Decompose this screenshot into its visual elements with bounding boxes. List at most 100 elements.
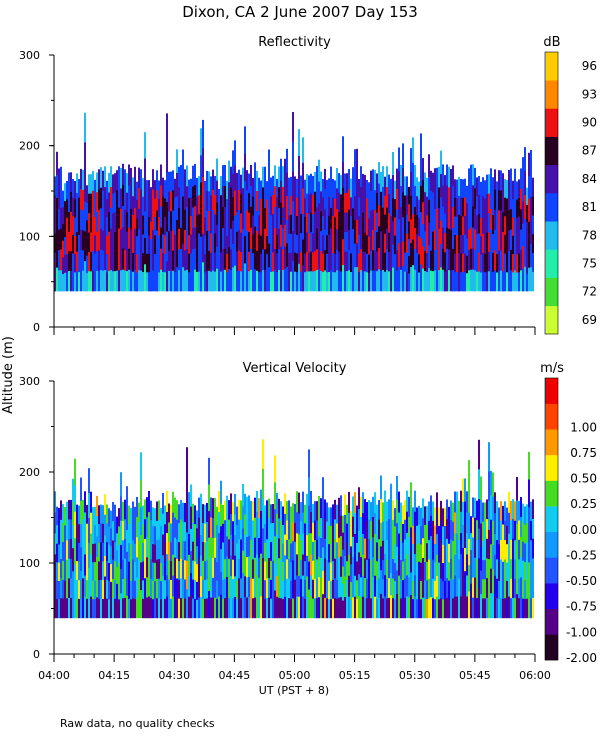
heatmap-cell — [486, 538, 488, 560]
heatmap-cell — [196, 599, 198, 619]
heatmap-cell — [480, 594, 482, 619]
heatmap-cell — [402, 542, 404, 562]
heatmap-cell — [378, 539, 380, 560]
heatmap-cell — [464, 548, 466, 572]
heatmap-cell — [146, 517, 148, 538]
heatmap-cell — [158, 598, 160, 619]
heatmap-cell — [138, 188, 140, 210]
heatmap-cell — [136, 199, 138, 219]
heatmap-cell — [156, 520, 158, 541]
heatmap-cell — [148, 575, 150, 598]
heatmap-cell — [200, 263, 202, 292]
heatmap-column — [508, 170, 510, 292]
heatmap-cell — [126, 231, 128, 253]
heatmap-cell — [106, 579, 108, 600]
heatmap-cell — [344, 271, 346, 292]
heatmap-column — [316, 501, 318, 619]
heatmap-cell — [512, 558, 514, 579]
heatmap-cell — [74, 538, 76, 566]
heatmap-cell — [520, 270, 522, 292]
heatmap-cell — [494, 250, 496, 272]
heatmap-cell — [320, 171, 322, 192]
heatmap-cell — [56, 543, 58, 563]
heatmap-cell — [336, 580, 338, 600]
colorbar-label: 81 — [582, 200, 597, 214]
heatmap-cell — [206, 522, 208, 542]
heatmap-cell — [420, 212, 422, 239]
heatmap-cell — [216, 562, 218, 582]
heatmap-cell — [94, 562, 96, 582]
heatmap-column — [126, 173, 128, 292]
heatmap-cell — [64, 254, 66, 274]
heatmap-cell — [492, 520, 494, 546]
heatmap-cell — [282, 186, 284, 209]
heatmap-cell — [396, 523, 398, 548]
heatmap-cell — [140, 189, 142, 211]
heatmap-column — [416, 177, 418, 292]
heatmap-cell — [126, 192, 128, 213]
heatmap-cell — [100, 228, 102, 251]
heatmap-column — [328, 507, 330, 619]
heatmap-cell — [92, 543, 94, 563]
heatmap-cell — [478, 469, 480, 500]
heatmap-cell — [500, 598, 502, 619]
heatmap-cell — [84, 231, 86, 262]
heatmap-cell — [284, 534, 286, 556]
heatmap-cell — [468, 270, 470, 292]
heatmap-cell — [56, 267, 58, 292]
heatmap-cell — [216, 525, 218, 545]
heatmap-cell — [100, 561, 102, 581]
heatmap-cell — [92, 562, 94, 582]
heatmap-cell — [358, 179, 360, 199]
heatmap-cell — [486, 194, 488, 214]
heatmap-cell — [150, 239, 152, 257]
heatmap-cell — [476, 253, 478, 273]
heatmap-cell — [60, 187, 62, 209]
heatmap-cell — [334, 235, 336, 255]
heatmap-cell — [244, 576, 246, 598]
heatmap-cell — [354, 220, 356, 245]
heatmap-cell — [400, 560, 402, 580]
heatmap-cell — [532, 499, 534, 520]
heatmap-cell — [408, 557, 410, 578]
heatmap-cell — [274, 509, 276, 538]
heatmap-cell — [288, 234, 290, 254]
heatmap-cell — [436, 596, 438, 619]
heatmap-cell — [408, 273, 410, 292]
heatmap-cell — [484, 560, 486, 580]
heatmap-cell — [506, 272, 508, 292]
heatmap-cell — [54, 233, 56, 254]
heatmap-cell — [220, 252, 222, 273]
heatmap-cell — [450, 270, 452, 292]
heatmap-cell — [434, 249, 436, 271]
heatmap-column — [412, 507, 414, 619]
heatmap-cell — [72, 234, 74, 255]
heatmap-cell — [530, 267, 532, 292]
heatmap-column — [136, 181, 138, 292]
heatmap-cell — [414, 575, 416, 598]
heatmap-cell — [260, 254, 262, 273]
heatmap-cell — [386, 559, 388, 580]
heatmap-cell — [456, 198, 458, 218]
heatmap-cell — [228, 539, 230, 560]
heatmap-cell — [368, 539, 370, 560]
heatmap-cell — [258, 557, 260, 579]
heatmap-cell — [290, 195, 292, 216]
heatmap-cell — [374, 534, 376, 556]
heatmap-cell — [90, 193, 92, 214]
heatmap-cell — [464, 178, 466, 198]
heatmap-column — [462, 478, 464, 619]
heatmap-cell — [124, 230, 126, 251]
heatmap-cell — [306, 212, 308, 233]
heatmap-cell — [118, 526, 120, 546]
heatmap-column — [256, 171, 258, 292]
heatmap-cell — [324, 597, 326, 619]
heatmap-cell — [112, 579, 114, 599]
heatmap-cell — [332, 598, 334, 619]
heatmap-cell — [130, 188, 132, 210]
heatmap-cell — [458, 578, 460, 599]
heatmap-cell — [190, 528, 192, 552]
heatmap-cell — [486, 232, 488, 253]
heatmap-cell — [372, 557, 374, 578]
colorbar-unit: dB — [543, 35, 560, 50]
